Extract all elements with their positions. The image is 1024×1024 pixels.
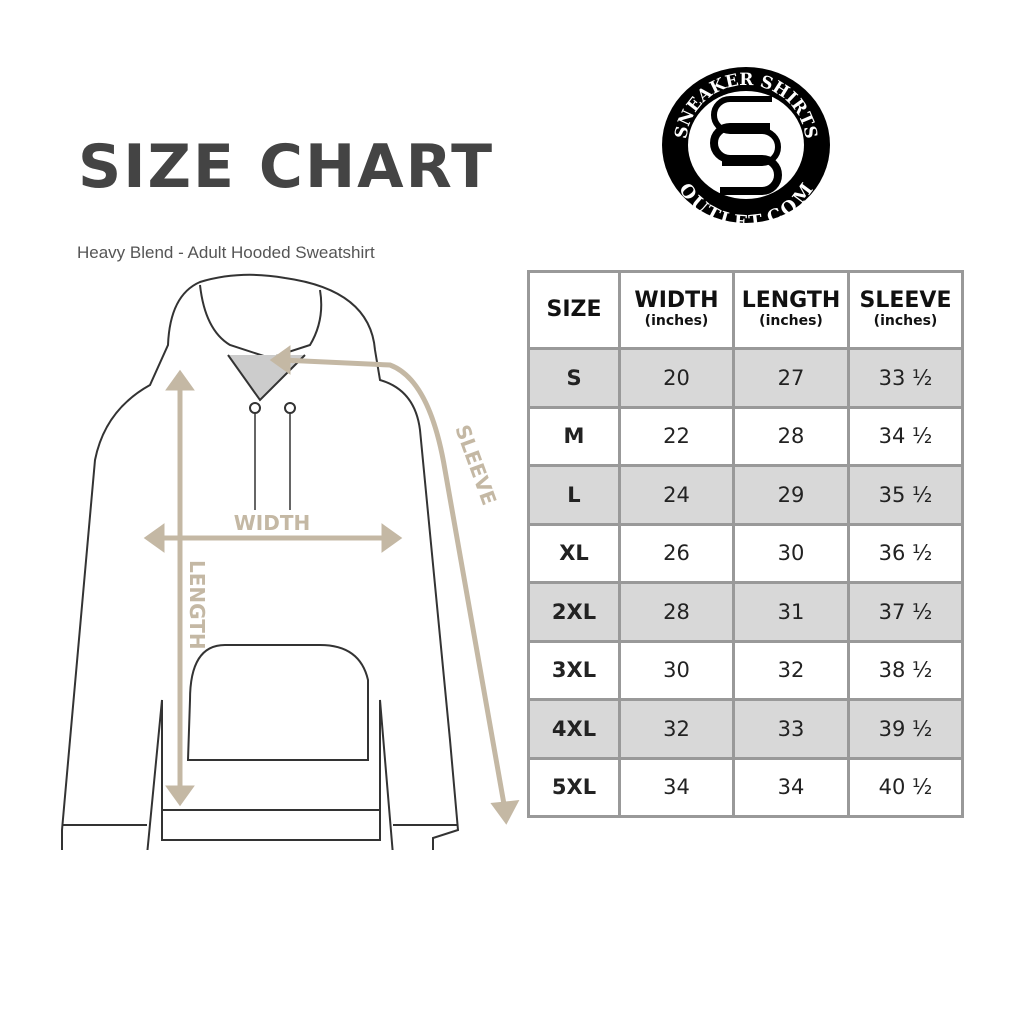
table-row: 5XL 34 34 40 ½ [527, 756, 964, 818]
cell-length: 27 [732, 347, 850, 409]
table-row: 2XL 28 31 37 ½ [527, 581, 964, 643]
cell-sleeve: 36 ½ [847, 522, 964, 584]
cell-width: 26 [618, 522, 735, 584]
cell-size: S [527, 347, 621, 409]
cell-length: 28 [732, 405, 850, 467]
header-size: SIZE [527, 270, 621, 350]
cell-size: M [527, 405, 621, 467]
hoodie-diagram: WIDTH LENGTH SLEEVE [61, 273, 520, 850]
cell-sleeve: 40 ½ [847, 756, 964, 818]
cell-length: 30 [732, 522, 850, 584]
table-row: M 22 28 34 ½ [527, 405, 964, 467]
table-row: 4XL 32 33 39 ½ [527, 698, 964, 760]
cell-size: 5XL [527, 756, 621, 818]
cell-size: 3XL [527, 639, 621, 701]
cell-width: 30 [618, 639, 735, 701]
table-row: 3XL 30 32 38 ½ [527, 639, 964, 701]
cell-sleeve: 35 ½ [847, 464, 964, 526]
cell-sleeve: 38 ½ [847, 639, 964, 701]
cell-sleeve: 37 ½ [847, 581, 964, 643]
cell-width: 20 [618, 347, 735, 409]
cell-width: 32 [618, 698, 735, 760]
header-sleeve: SLEEVE (inches) [847, 270, 964, 350]
cell-length: 34 [732, 756, 850, 818]
cell-sleeve: 39 ½ [847, 698, 964, 760]
cell-width: 34 [618, 756, 735, 818]
cell-width: 22 [618, 405, 735, 467]
cell-sleeve: 33 ½ [847, 347, 964, 409]
header-length: LENGTH (inches) [732, 270, 850, 350]
table-row: S 20 27 33 ½ [527, 347, 964, 409]
cell-width: 24 [618, 464, 735, 526]
width-label: WIDTH [234, 511, 310, 535]
cell-width: 28 [618, 581, 735, 643]
table-row: XL 26 30 36 ½ [527, 522, 964, 584]
cell-length: 29 [732, 464, 850, 526]
table-header-row: SIZE WIDTH (inches) LENGTH (inches) SLEEVE… [527, 270, 964, 350]
table-row: L 24 29 35 ½ [527, 464, 964, 526]
cell-size: 2XL [527, 581, 621, 643]
sleeve-label: SLEEVE [450, 422, 501, 509]
cell-length: 33 [732, 698, 850, 760]
size-table: SIZE WIDTH (inches) LENGTH (inches) SLEEVE… [527, 270, 964, 818]
cell-size: 4XL [527, 698, 621, 760]
brand-logo: SNEAKER SHIRTS OUTLET.COM [662, 67, 830, 225]
monogram-icon [710, 96, 782, 195]
product-subtitle: Heavy Blend - Adult Hooded Sweatshirt [77, 243, 375, 262]
cell-length: 31 [732, 581, 850, 643]
cell-size: XL [527, 522, 621, 584]
cell-sleeve: 34 ½ [847, 405, 964, 467]
page-title: SIZE CHART [78, 132, 495, 202]
length-label: LENGTH [185, 560, 209, 650]
header-width: WIDTH (inches) [618, 270, 735, 350]
cell-size: L [527, 464, 621, 526]
cell-length: 32 [732, 639, 850, 701]
